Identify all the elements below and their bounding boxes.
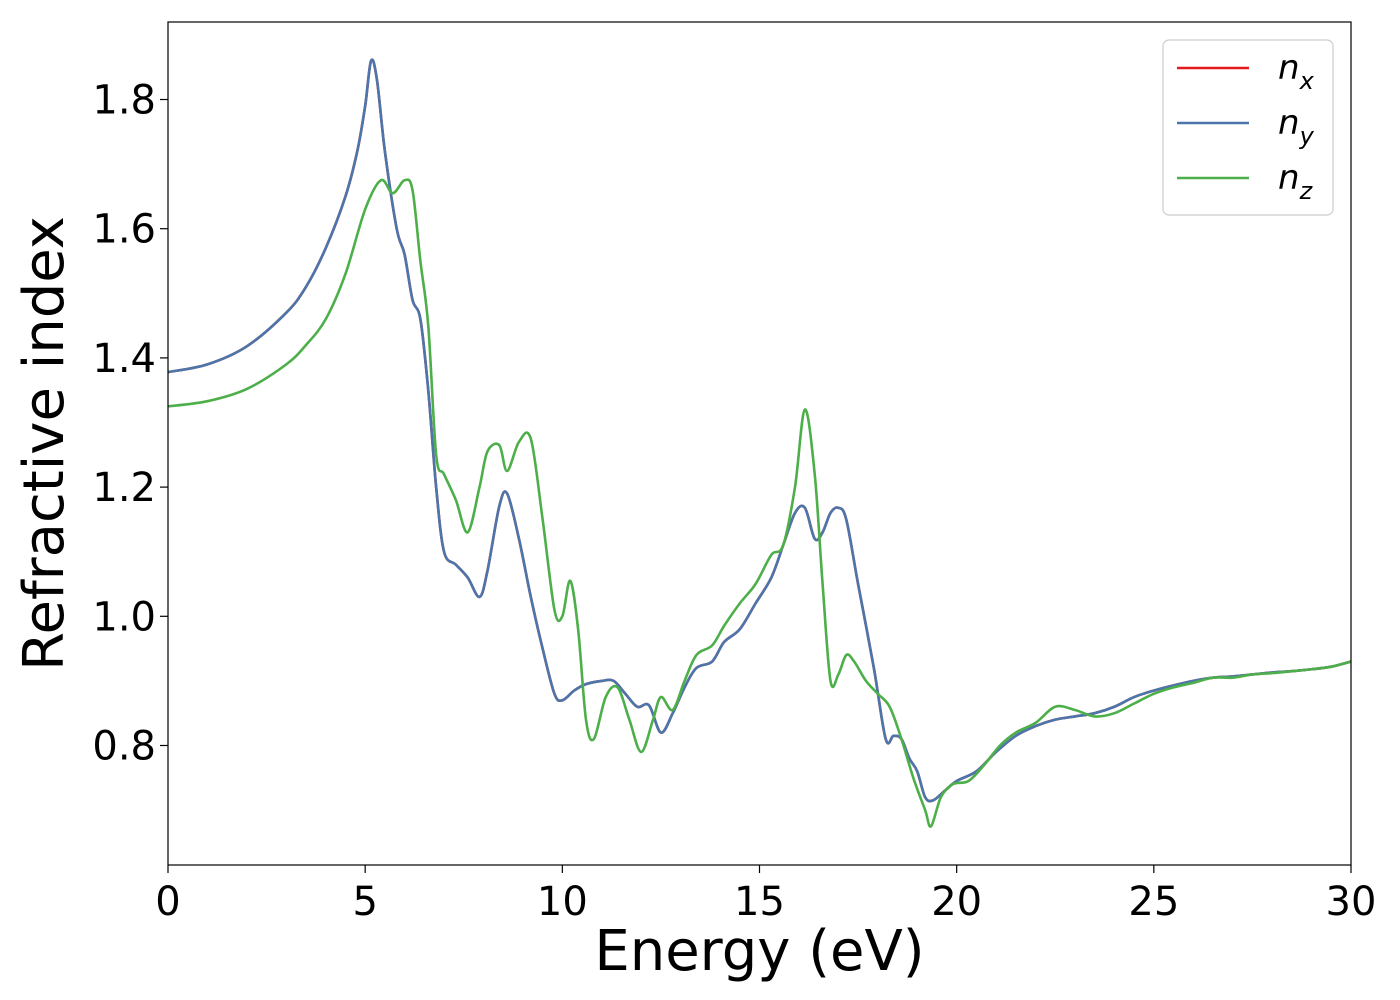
x-tick-label: 20 (931, 879, 982, 925)
x-tick-label: 25 (1128, 879, 1179, 925)
series-line-z (168, 178, 1351, 828)
x-tick-label: 30 (1326, 879, 1377, 925)
x-tick-label: 10 (537, 879, 588, 925)
x-tick-label: 5 (352, 879, 377, 925)
series-line-y (168, 58, 1351, 803)
y-tick-label: 1.4 (92, 336, 156, 382)
legend-label-y: ny (1278, 103, 1315, 150)
y-tick-label: 0.8 (92, 723, 156, 769)
y-tick-label: 1.6 (92, 207, 156, 253)
legend: nx ny nz (1162, 39, 1334, 216)
y-tick-label: 1.0 (92, 594, 156, 640)
x-tick-label: 0 (155, 879, 180, 925)
y-tick-label: 1.2 (92, 465, 156, 511)
x-tick-label: 15 (734, 879, 785, 925)
x-axis-ticks: 0 5 10 15 20 25 30 (155, 865, 1376, 925)
x-axis-label: Energy (eV) (594, 919, 924, 984)
legend-label-x: nx (1278, 48, 1315, 95)
legend-box (1162, 39, 1334, 216)
series-layer (168, 58, 1351, 828)
legend-label-z: nz (1278, 158, 1314, 205)
y-tick-label: 1.8 (92, 78, 156, 124)
y-axis-ticks: 0.8 1.0 1.2 1.4 1.6 1.8 (92, 78, 168, 769)
y-axis-label: Refractive index (12, 216, 77, 671)
